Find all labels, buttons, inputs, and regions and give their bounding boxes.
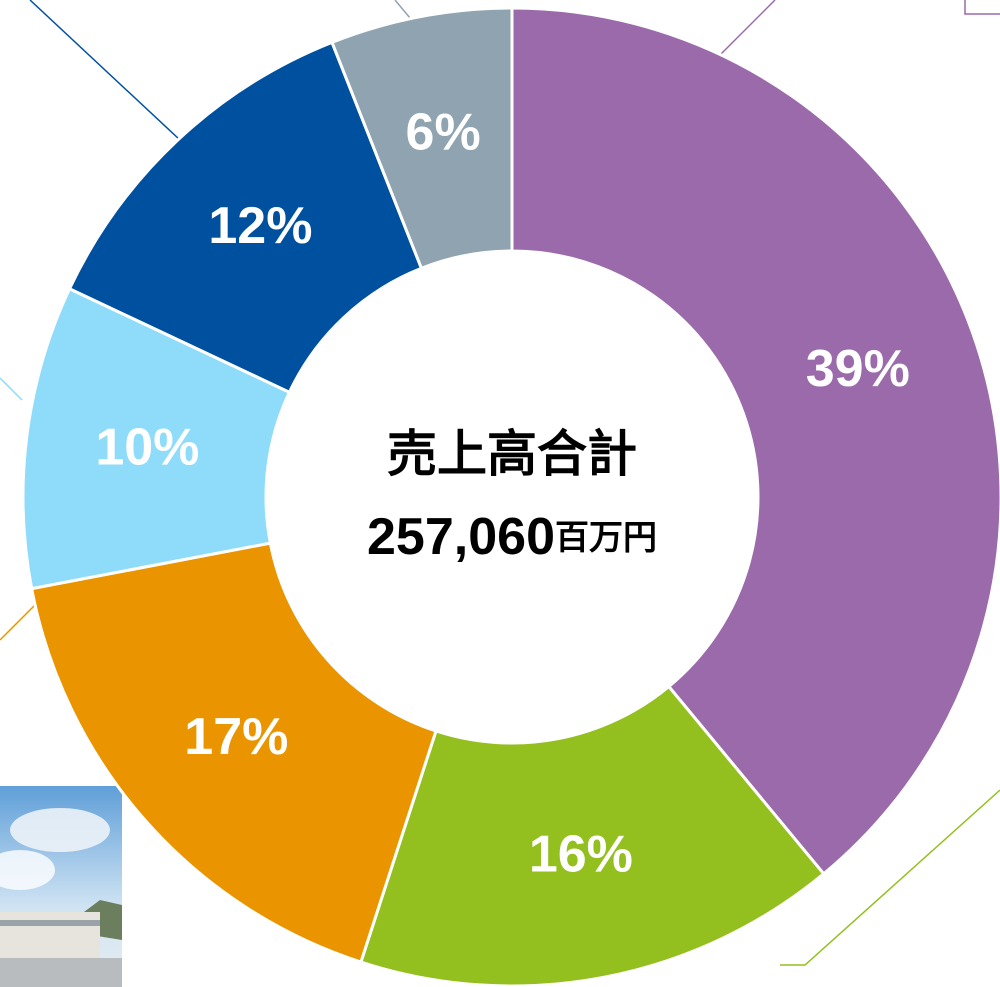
data-label: 16% [529,826,633,884]
data-label: 39% [806,340,910,398]
data-label: 12% [208,197,312,255]
chart: 39% 16% 17% 10% 12% 6% 売上高合計 257,060百万円 [0,0,1000,987]
total-value: 257,060 [367,508,555,566]
data-label: 17% [184,708,288,766]
data-label: 6% [406,104,481,162]
donut: 39% 16% 17% 10% 12% 6% [23,8,1000,986]
page: {"chart_data": {"type": "pie", "donut": … [0,0,1000,987]
center-title: 売上高合計 [387,426,637,482]
center-total: 257,060百万円 [367,508,657,566]
data-label: 10% [95,419,199,477]
total-unit: 百万円 [555,519,657,557]
